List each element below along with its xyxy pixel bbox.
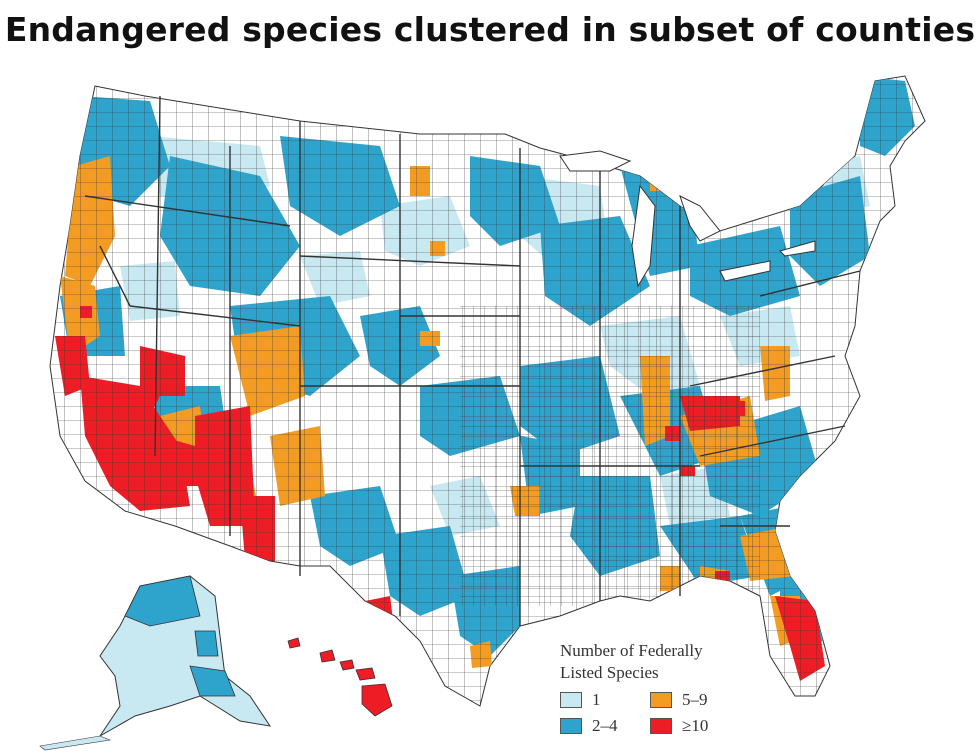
legend-label-2-4: 2–4 [592, 716, 618, 735]
alaska [39, 575, 272, 751]
great-lakes [559, 150, 816, 288]
hawaii [287, 637, 393, 717]
legend: Number of Federally Listed Species 1 5–9… [560, 640, 760, 736]
state-borders [84, 95, 861, 626]
county-grid-fine [460, 306, 760, 606]
legend-item-10-plus: ≥10 [650, 716, 740, 736]
legend-label-1: 1 [592, 690, 601, 709]
legend-swatch-1 [560, 692, 582, 708]
legend-title-line-2: Listed Species [560, 663, 659, 682]
legend-swatch-5-9 [650, 692, 672, 708]
map-area [0, 56, 980, 754]
legend-items: 1 5–9 2–4 ≥10 [560, 690, 760, 736]
legend-swatch-10-plus [650, 718, 672, 734]
legend-item-5-9: 5–9 [650, 690, 740, 710]
legend-item-1: 1 [560, 690, 650, 710]
map-title: Endangered species clustered in subset o… [4, 10, 976, 49]
legend-label-5-9: 5–9 [682, 690, 708, 709]
legend-item-2-4: 2–4 [560, 716, 650, 736]
legend-title-line-1: Number of Federally [560, 641, 703, 660]
legend-label-10-plus: ≥10 [682, 716, 709, 735]
legend-swatch-2-4 [560, 718, 582, 734]
us-counties-map [39, 75, 926, 751]
